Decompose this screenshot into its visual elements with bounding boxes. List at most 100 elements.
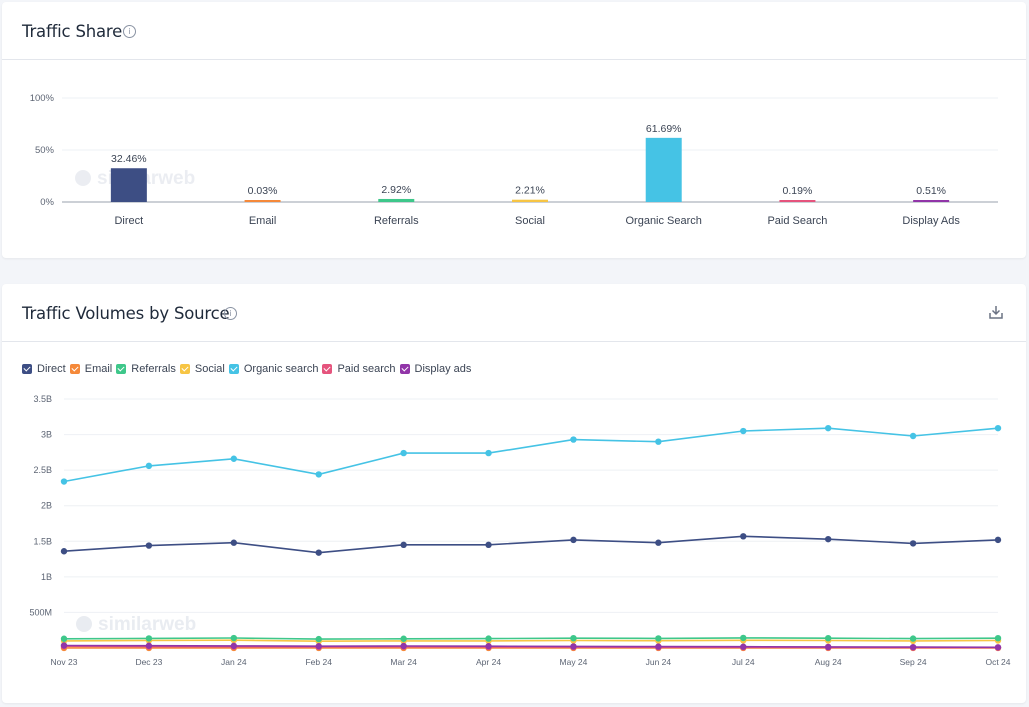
bar[interactable] <box>645 137 682 202</box>
x-category-label: Direct <box>114 215 143 227</box>
series-point[interactable] <box>824 535 832 543</box>
y-tick-label: 2.5B <box>33 465 52 475</box>
series-point[interactable] <box>485 635 492 642</box>
series-point[interactable] <box>655 438 662 445</box>
x-tick-label: Jul 24 <box>732 657 755 667</box>
bar[interactable] <box>779 200 816 202</box>
series-point[interactable] <box>60 642 68 649</box>
traffic-share-title: Traffic Share <box>22 22 123 41</box>
series-point[interactable] <box>740 634 747 642</box>
x-tick-label: Mar 24 <box>390 657 417 667</box>
series-point[interactable] <box>655 643 662 650</box>
series-point[interactable] <box>994 644 1002 651</box>
watermark-text: similarweb <box>98 614 196 635</box>
series-point[interactable] <box>909 540 917 547</box>
series-point[interactable] <box>230 642 238 650</box>
bar[interactable] <box>913 200 950 202</box>
series-point[interactable] <box>145 462 153 470</box>
legend-item[interactable]: Paid search <box>322 363 396 375</box>
x-tick-label: Jan 24 <box>221 657 247 667</box>
series-point[interactable] <box>740 533 747 540</box>
series-point[interactable] <box>315 635 322 643</box>
series-point[interactable] <box>400 635 407 642</box>
x-tick-label: Apr 24 <box>476 657 501 667</box>
series-point[interactable] <box>400 449 407 457</box>
series-point[interactable] <box>570 536 577 544</box>
series-point[interactable] <box>485 541 492 549</box>
x-category-label: Email <box>249 215 277 227</box>
bar[interactable] <box>378 198 415 202</box>
bar[interactable] <box>512 199 548 202</box>
series-point[interactable] <box>740 643 747 650</box>
x-category-label: Social <box>515 215 545 227</box>
bar-data-label: 0.19% <box>783 185 813 197</box>
legend-item[interactable]: Referrals <box>116 363 176 375</box>
x-tick-label: Sep 24 <box>900 657 927 667</box>
legend-checkbox-icon[interactable] <box>322 364 333 374</box>
y-tick-label: 1B <box>41 572 52 582</box>
series-point[interactable] <box>824 634 832 642</box>
series-point[interactable] <box>824 424 832 432</box>
x-category-label: Referrals <box>374 215 419 227</box>
series-point[interactable] <box>740 427 747 435</box>
y-tick-label: 500M <box>29 607 52 617</box>
series-point[interactable] <box>230 634 238 642</box>
series-point[interactable] <box>485 449 492 457</box>
x-tick-label: Feb 24 <box>305 657 332 667</box>
legend-item[interactable]: Display ads <box>399 363 471 375</box>
y-tick-label: 100% <box>30 93 55 104</box>
download-icon[interactable] <box>988 304 1004 320</box>
series-point[interactable] <box>824 643 832 651</box>
series-point[interactable] <box>994 424 1002 432</box>
legend-checkbox-icon[interactable] <box>22 364 32 374</box>
x-tick-label: May 24 <box>560 657 588 667</box>
traffic-share-chart: similarweb 100%50%0% 32.46%Direct0.03%Em… <box>30 93 998 227</box>
bar[interactable] <box>110 168 147 202</box>
series-point[interactable] <box>909 643 917 651</box>
legend-checkbox-icon[interactable] <box>228 364 239 374</box>
x-category-label: Display Ads <box>902 215 960 227</box>
info-icon[interactable]: i <box>123 25 136 38</box>
series-point[interactable] <box>145 542 153 549</box>
series-point[interactable] <box>485 643 492 650</box>
series-line <box>63 637 999 640</box>
series-point[interactable] <box>400 541 407 549</box>
series-point[interactable] <box>145 635 153 642</box>
info-icon[interactable]: i <box>224 307 237 320</box>
series-point[interactable] <box>230 539 238 546</box>
legend-checkbox-icon[interactable] <box>179 364 190 374</box>
x-category-label: Organic Search <box>625 215 701 227</box>
series-point[interactable] <box>570 634 577 642</box>
bar[interactable] <box>244 200 281 202</box>
series-point[interactable] <box>60 548 68 555</box>
legend-item[interactable]: Direct <box>22 363 66 375</box>
series-point[interactable] <box>315 471 322 478</box>
series-point[interactable] <box>655 635 662 642</box>
series-point[interactable] <box>570 436 577 443</box>
series-point[interactable] <box>315 643 322 650</box>
legend-checkbox-icon[interactable] <box>116 364 127 374</box>
series-point[interactable] <box>60 478 68 485</box>
series-point[interactable] <box>400 642 407 650</box>
series-line <box>63 427 999 483</box>
bar-data-label: 0.03% <box>248 185 278 197</box>
series-point[interactable] <box>315 549 322 556</box>
legend-item[interactable]: Email <box>69 363 112 375</box>
traffic-volumes-card: Traffic Volumes by Source i Direct Email R… <box>2 284 1026 703</box>
series-point[interactable] <box>909 432 917 440</box>
legend-item[interactable]: Organic search <box>228 363 318 375</box>
traffic-volumes-title: Traffic Volumes by Source <box>22 304 230 323</box>
series-point[interactable] <box>570 643 577 650</box>
series-point[interactable] <box>994 634 1002 642</box>
series-point[interactable] <box>145 642 153 649</box>
series-point[interactable] <box>655 539 662 546</box>
series-point[interactable] <box>60 635 68 642</box>
legend-checkbox-icon[interactable] <box>69 364 80 374</box>
legend-item[interactable]: Social <box>179 363 225 375</box>
series-point[interactable] <box>909 635 917 642</box>
legend-checkbox-icon[interactable] <box>399 364 410 374</box>
series-point[interactable] <box>994 536 1002 544</box>
bar-data-label: 61.69% <box>646 123 682 135</box>
series-point[interactable] <box>230 455 238 462</box>
bar-data-label: 2.92% <box>381 184 411 196</box>
